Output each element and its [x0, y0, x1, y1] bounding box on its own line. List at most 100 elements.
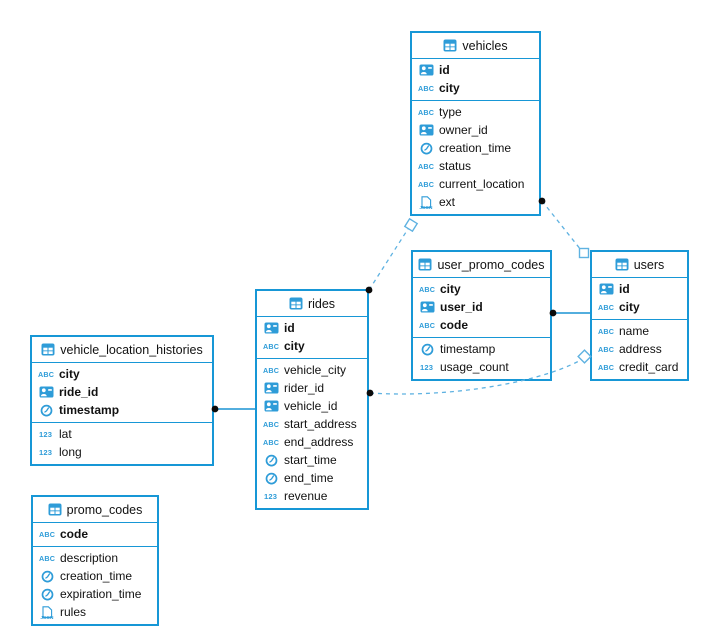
one-side-square-marker — [403, 217, 419, 233]
relationship-line[interactable] — [541, 200, 582, 251]
table-icon — [289, 297, 303, 310]
table-header[interactable]: promo_codes — [33, 497, 157, 523]
table-name: user_promo_codes — [437, 257, 545, 272]
abc-type-icon: ABC — [417, 107, 435, 117]
column-row[interactable]: expiration_time — [33, 585, 157, 603]
abc-type-icon: ABC — [262, 365, 280, 375]
svg-text:ABC: ABC — [263, 438, 279, 447]
column-row[interactable]: ABC type — [412, 103, 539, 121]
column-name: vehicle_id — [284, 399, 338, 413]
table-node-rides[interactable]: rides id ABC city ABC vehicle_city rider… — [255, 289, 369, 510]
relationship-line[interactable] — [369, 360, 580, 395]
table-node-users[interactable]: users id ABC city ABC name ABC address A… — [590, 250, 689, 381]
column-name: id — [439, 63, 450, 77]
column-row[interactable]: ABC vehicle_city — [257, 361, 367, 379]
svg-text:ABC: ABC — [263, 342, 279, 351]
column-row[interactable]: id — [592, 280, 687, 298]
column-row[interactable]: ABC end_address — [257, 433, 367, 451]
column-row[interactable]: ABC city — [32, 365, 212, 383]
column-row[interactable]: timestamp — [413, 340, 550, 358]
table-node-promo_codes[interactable]: promo_codes ABC code ABC description cre… — [31, 495, 159, 626]
one-side-square-marker — [578, 247, 590, 259]
column-row[interactable]: 123 lat — [32, 425, 212, 443]
id-type-icon — [597, 283, 615, 295]
column-row[interactable]: ABC current_location — [412, 175, 539, 193]
table-header[interactable]: rides — [257, 291, 367, 317]
column-row[interactable]: ABC address — [592, 340, 687, 358]
column-row[interactable]: ABC city — [592, 298, 687, 316]
relationship-user_promo_codes-users[interactable] — [549, 309, 590, 317]
column-row[interactable]: ABC credit_card — [592, 358, 687, 376]
column-row[interactable]: ABC start_address — [257, 415, 367, 433]
datetime-type-icon — [38, 588, 56, 601]
column-name: usage_count — [440, 360, 509, 374]
column-row[interactable]: id — [257, 319, 367, 337]
abc-type-icon: ABC — [597, 344, 615, 354]
column-name: ride_id — [59, 385, 99, 399]
id-type-icon — [417, 124, 435, 136]
column-row[interactable]: ride_id — [32, 383, 212, 401]
column-row[interactable]: ABC city — [257, 337, 367, 355]
relationship-vehicle_location_histories-rides[interactable] — [211, 405, 255, 413]
abc-type-icon: ABC — [262, 437, 280, 447]
table-node-vehicles[interactable]: vehicles id ABC city ABC type owner_id c… — [410, 31, 541, 216]
relationship-rides-vehicles[interactable] — [365, 217, 419, 294]
abc-type-icon: ABC — [418, 284, 436, 294]
columns-section: 123 lat 123 long — [32, 423, 212, 464]
column-name: ext — [439, 195, 456, 209]
svg-text:123: 123 — [420, 363, 433, 372]
column-row[interactable]: ABC city — [412, 79, 539, 97]
primary-key-section: ABC code — [33, 523, 157, 547]
column-row[interactable]: end_time — [257, 469, 367, 487]
column-row[interactable]: ABC code — [413, 316, 550, 334]
table-node-vehicle_location_histories[interactable]: vehicle_location_histories ABC city ride… — [30, 335, 214, 466]
abc-type-icon: ABC — [597, 362, 615, 372]
column-name: current_location — [439, 177, 525, 191]
datetime-type-icon — [38, 570, 56, 583]
column-row[interactable]: ABC city — [413, 280, 550, 298]
column-row[interactable]: user_id — [413, 298, 550, 316]
column-name: city — [59, 367, 80, 381]
column-name: creation_time — [439, 141, 512, 155]
json-type-icon: JSON — [417, 195, 435, 209]
abc-type-icon: ABC — [262, 419, 280, 429]
column-name: revenue — [284, 489, 328, 503]
column-row[interactable]: creation_time — [33, 567, 157, 585]
table-header[interactable]: user_promo_codes — [413, 252, 550, 278]
column-row[interactable]: JSON rules — [33, 603, 157, 621]
column-name: id — [284, 321, 295, 335]
column-row[interactable]: creation_time — [412, 139, 539, 157]
table-header[interactable]: users — [592, 252, 687, 278]
column-row[interactable]: JSON ext — [412, 193, 539, 211]
column-row[interactable]: id — [412, 61, 539, 79]
column-row[interactable]: timestamp — [32, 401, 212, 419]
column-name: end_time — [284, 471, 334, 485]
column-name: city — [439, 81, 460, 95]
column-row[interactable]: 123 revenue — [257, 487, 367, 505]
abc-type-icon: ABC — [597, 302, 615, 312]
column-row[interactable]: 123 long — [32, 443, 212, 461]
table-name: vehicles — [462, 38, 508, 53]
column-row[interactable]: ABC name — [592, 322, 687, 340]
column-row[interactable]: ABC status — [412, 157, 539, 175]
column-row[interactable]: start_time — [257, 451, 367, 469]
column-name: creation_time — [60, 569, 133, 583]
column-name: vehicle_city — [284, 363, 347, 377]
id-type-icon — [262, 322, 280, 334]
column-row[interactable]: rider_id — [257, 379, 367, 397]
column-row[interactable]: 123 usage_count — [413, 358, 550, 376]
table-node-user_promo_codes[interactable]: user_promo_codes ABC city user_id ABC co… — [411, 250, 552, 381]
column-row[interactable]: vehicle_id — [257, 397, 367, 415]
relationship-vehicles-users[interactable] — [538, 197, 590, 259]
table-header[interactable]: vehicle_location_histories — [32, 337, 212, 363]
svg-text:123: 123 — [39, 448, 52, 457]
column-row[interactable]: ABC code — [33, 525, 157, 543]
column-name: expiration_time — [60, 587, 142, 601]
table-icon — [48, 503, 62, 516]
table-header[interactable]: vehicles — [412, 33, 539, 59]
relationship-line[interactable] — [368, 228, 409, 291]
column-row[interactable]: ABC description — [33, 549, 157, 567]
svg-text:ABC: ABC — [419, 285, 435, 294]
column-row[interactable]: owner_id — [412, 121, 539, 139]
